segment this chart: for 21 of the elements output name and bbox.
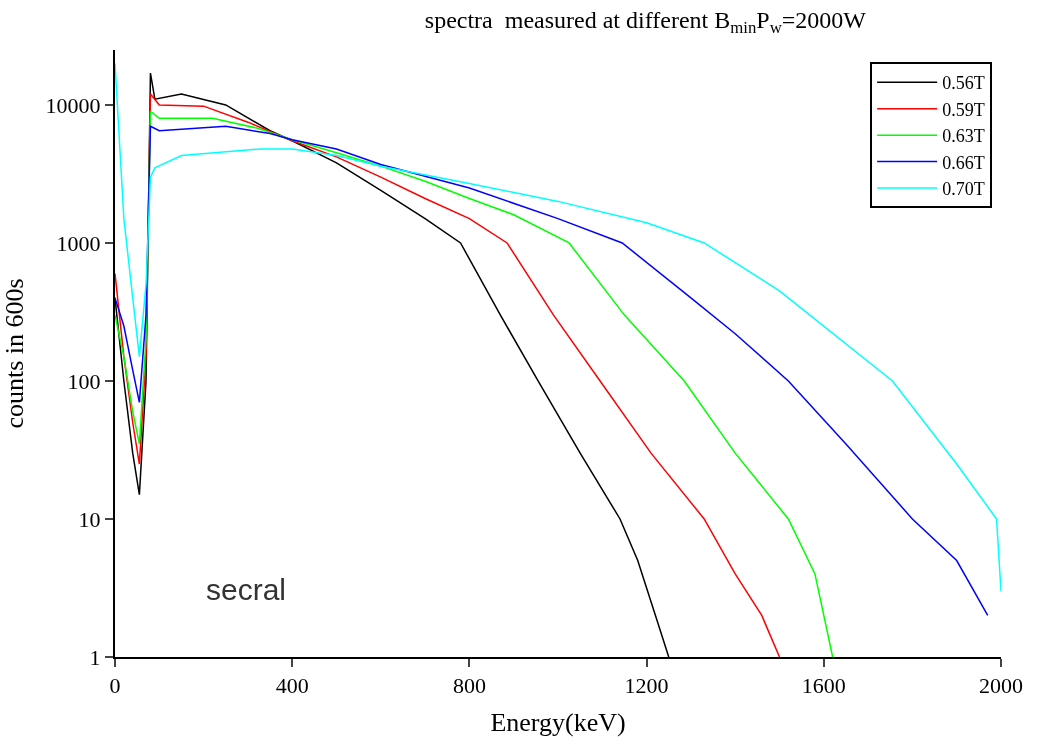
y-axis-title: counts in 600s	[0, 278, 29, 429]
y-tick-label: 1000	[56, 230, 101, 256]
x-tick-label: 0	[109, 673, 121, 699]
y-tick-label: 10000	[45, 92, 101, 118]
x-tick-label: 800	[452, 673, 486, 699]
x-tick-label: 1200	[624, 673, 669, 699]
line-series	[115, 125, 989, 617]
legend-label: 0.70T	[942, 178, 985, 199]
legend-label: 0.66T	[942, 152, 985, 173]
y-tick-label: 1	[89, 644, 101, 670]
x-tick-label: 1600	[801, 673, 846, 699]
y-tick-label: 100	[67, 368, 101, 394]
y-tick-label: 10	[78, 506, 101, 532]
x-tick-label: 400	[275, 673, 309, 699]
annotation: secral	[206, 573, 287, 606]
legend-label: 0.56T	[942, 73, 985, 94]
x-axis-title: Energy(keV)	[490, 707, 626, 737]
legend-label: 0.59T	[942, 99, 985, 120]
x-tick-label: 2000	[979, 673, 1023, 699]
legend-label: 0.63T	[942, 126, 985, 147]
chart-title: spectra measured at different B$_{min}$P$_{w}$=2000W	[424, 7, 867, 38]
